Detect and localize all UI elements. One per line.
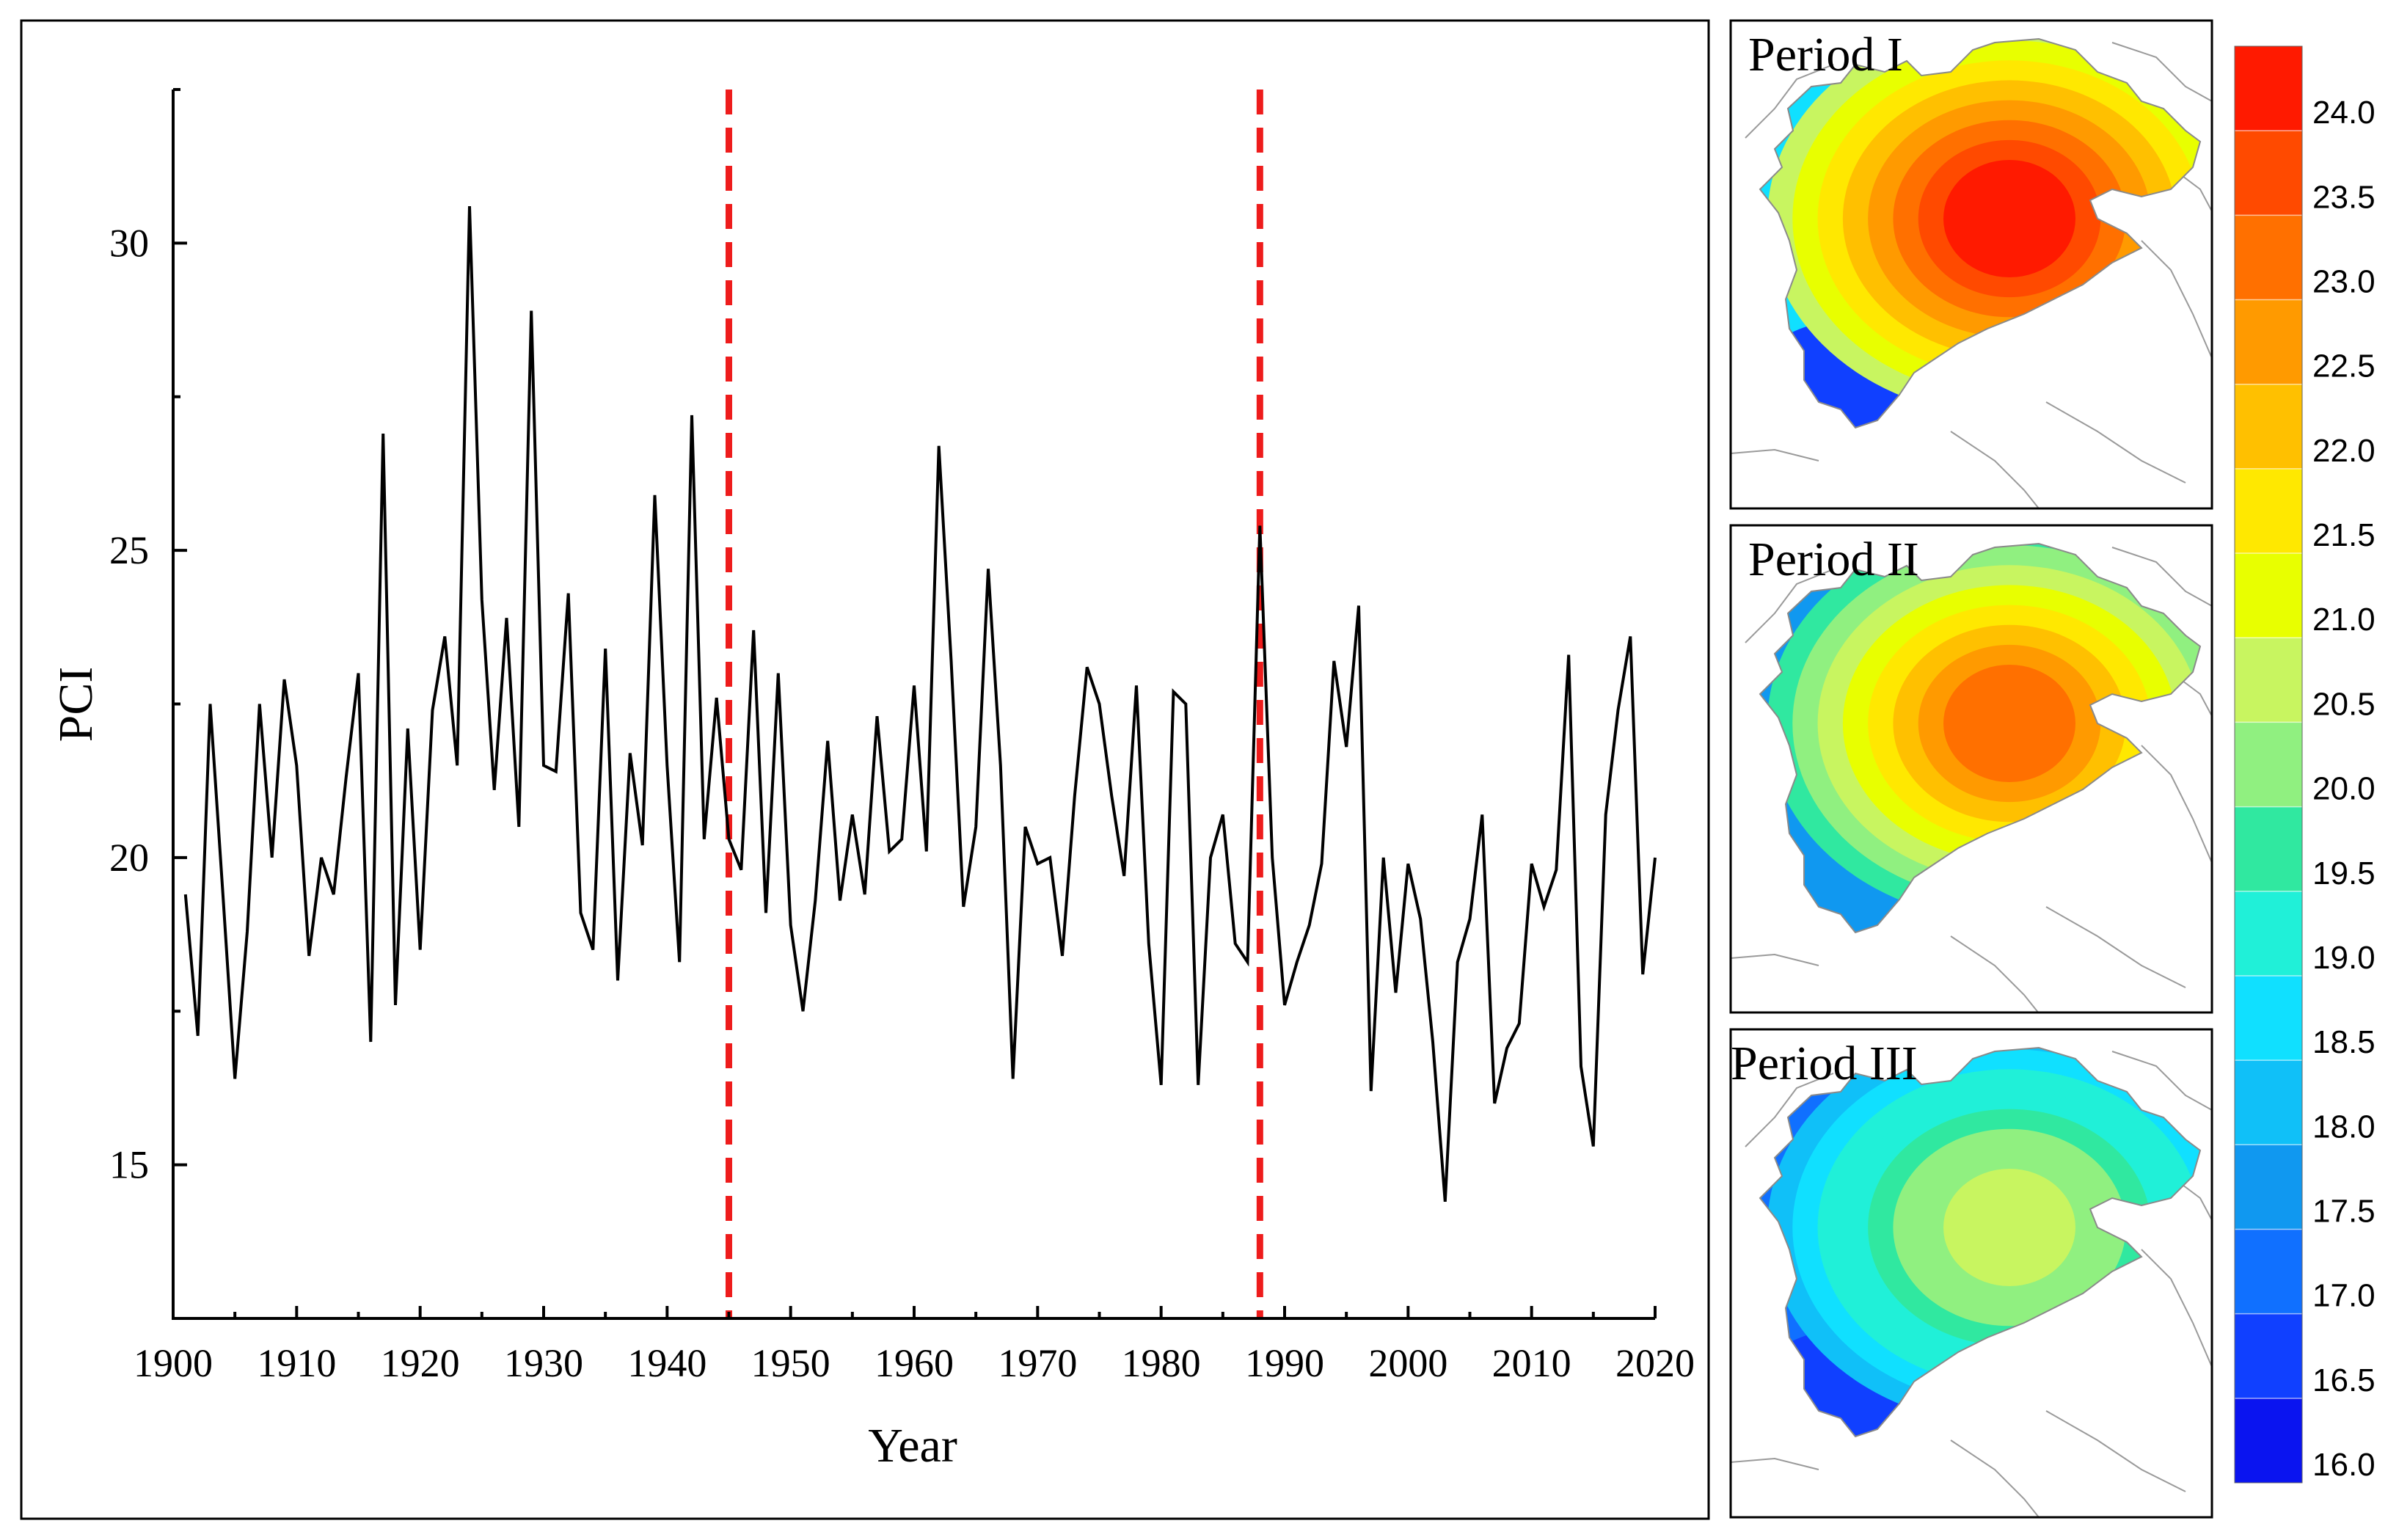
x-tick-label-1970: 1970 xyxy=(998,1341,1077,1385)
colorbar-label: 16.5 xyxy=(2312,1362,2376,1398)
colorbar-label: 20.0 xyxy=(2312,771,2376,807)
border-line xyxy=(2045,906,2186,988)
colorbar-label: 18.5 xyxy=(2312,1024,2376,1060)
chart-frame xyxy=(20,19,1710,1520)
border-line xyxy=(1745,64,1834,139)
y-axis-ticks: 15 20 25 30 xyxy=(109,88,187,1320)
border-line xyxy=(1950,1439,2040,1517)
colorbar-label: 23.0 xyxy=(2312,264,2376,300)
colorbar-swatch xyxy=(2235,553,2302,638)
colorbar-swatch xyxy=(2235,1398,2302,1484)
map-frame xyxy=(1729,524,2213,1014)
y-tick-label-30: 30 xyxy=(109,221,149,265)
border-line xyxy=(1731,1457,1819,1470)
border-line xyxy=(2111,547,2212,607)
x-tick-label-1900: 1900 xyxy=(134,1341,213,1385)
map-panel-2: Period II xyxy=(1729,524,2213,1014)
neighbor-borders xyxy=(1731,42,2212,508)
colorbar-label: 24.0 xyxy=(2312,95,2376,131)
colorbar-label: 17.0 xyxy=(2312,1278,2376,1314)
colorbar-swatch xyxy=(2235,1229,2302,1315)
x-tick-label-2020: 2020 xyxy=(1615,1341,1695,1385)
region xyxy=(1759,38,2201,428)
x-tick-label-1940: 1940 xyxy=(627,1341,706,1385)
x-tick-label-1990: 1990 xyxy=(1245,1341,1324,1385)
border-line xyxy=(1950,935,2040,1012)
map-title: Period I xyxy=(1748,28,1903,81)
colorbar-label: 22.5 xyxy=(2312,348,2376,384)
x-axis-title: Year xyxy=(868,1419,957,1473)
colorbar-label: 23.5 xyxy=(2312,179,2376,215)
colorbar-label: 21.0 xyxy=(2312,602,2376,638)
border-line xyxy=(2141,1249,2212,1368)
colorbar-label: 22.0 xyxy=(2312,433,2376,469)
border-line xyxy=(2045,401,2186,483)
x-tick-label-1910: 1910 xyxy=(257,1341,336,1385)
colorbar-swatch xyxy=(2235,1060,2302,1145)
colorbar-label: 17.5 xyxy=(2312,1193,2376,1229)
colorbar-swatch xyxy=(2235,722,2302,808)
x-tick-label-2010: 2010 xyxy=(1492,1341,1571,1385)
colorbar-swatch xyxy=(2235,806,2302,892)
map-panel-3: Period III xyxy=(1729,1028,2213,1519)
x-axis-ticks: 1900 1910 1920 1930 1940 1950 1960 1970 1980 1990… xyxy=(134,1306,1695,1385)
y-tick-label-15: 15 xyxy=(109,1143,149,1187)
x-tick-label-1960: 1960 xyxy=(874,1341,954,1385)
contour-band xyxy=(1943,665,2075,782)
map-title: Period II xyxy=(1748,533,1919,586)
colorbar-swatch xyxy=(2235,1145,2302,1230)
border-line xyxy=(1745,1073,1834,1147)
map-frame xyxy=(1729,1028,2213,1519)
y-axis-title: PCI xyxy=(49,667,103,742)
border-line xyxy=(1731,448,1819,461)
y-tick-label-25: 25 xyxy=(109,528,149,572)
colorbar-swatch xyxy=(2235,1313,2302,1399)
border-line xyxy=(2111,42,2212,102)
border-line xyxy=(1745,569,1834,643)
map-panel-1: Period I xyxy=(1729,19,2213,510)
colorbar-swatch xyxy=(2235,131,2302,216)
x-tick-label-2000: 2000 xyxy=(1368,1341,1447,1385)
border-line xyxy=(1731,953,1819,966)
colorbar-frame xyxy=(2234,45,2303,1484)
colorbar-swatch xyxy=(2235,468,2302,554)
map-title: Period III xyxy=(1731,1037,1918,1090)
colorbar-label: 19.5 xyxy=(2312,855,2376,891)
change-point-lines xyxy=(726,90,1263,1318)
border-line xyxy=(2141,240,2212,359)
border-line xyxy=(2141,745,2212,864)
colorbar-label: 19.0 xyxy=(2312,940,2376,976)
contour-band xyxy=(1943,160,2075,277)
neighbor-borders xyxy=(1731,547,2212,1012)
y-tick-label-20: 20 xyxy=(109,836,149,880)
contour-band xyxy=(1943,1169,2075,1286)
x-tick-label-1950: 1950 xyxy=(751,1341,830,1385)
colorbar-swatch xyxy=(2235,638,2302,723)
neighbor-borders xyxy=(1731,1051,2212,1517)
border-line xyxy=(2045,1410,2186,1492)
colorbar-label: 21.5 xyxy=(2312,517,2376,553)
colorbar-swatch xyxy=(2235,46,2302,131)
x-tick-label-1980: 1980 xyxy=(1122,1341,1201,1385)
colorbar-label: 16.0 xyxy=(2312,1447,2376,1483)
pci-series-line xyxy=(183,206,1657,1203)
x-tick-label-1920: 1920 xyxy=(381,1341,460,1385)
border-line xyxy=(1950,431,2040,508)
colorbar-swatch xyxy=(2235,891,2302,977)
x-tick-label-1930: 1930 xyxy=(504,1341,583,1385)
map-frame xyxy=(1729,19,2213,510)
colorbar: 24.0 23.5 23.0 22.5 22.0 21.5 21.0 20.5 20.0 19.5… xyxy=(2234,45,2376,1484)
period-maps: Period I Period II Period III xyxy=(1729,19,2213,1519)
colorbar-label: 20.5 xyxy=(2312,686,2376,722)
colorbar-swatch xyxy=(2235,299,2302,385)
colorbar-swatch xyxy=(2235,215,2302,301)
border-line xyxy=(2111,1051,2212,1111)
colorbar-swatch xyxy=(2235,384,2302,470)
colorbar-label: 18.0 xyxy=(2312,1109,2376,1145)
colorbar-swatch xyxy=(2235,975,2302,1061)
